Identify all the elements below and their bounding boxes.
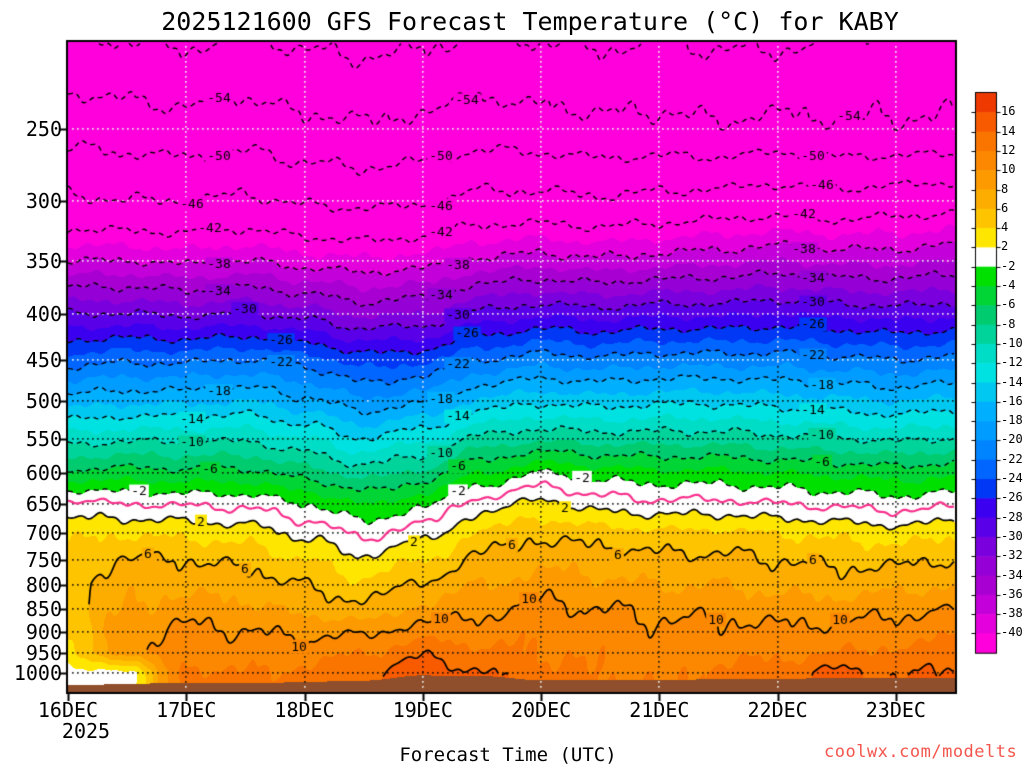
pressure-tick-label: 550 xyxy=(25,426,62,451)
date-tick-label: 16DEC xyxy=(37,698,99,722)
colorbar-tick-label: -20 xyxy=(1001,432,1023,447)
date-tick-label: 17DEC xyxy=(156,698,217,722)
date-tick-label: 23DEC xyxy=(865,698,926,722)
colorbar-tick-label: 2 xyxy=(1001,239,1009,254)
year-label: 2025 xyxy=(61,719,111,743)
colorbar-tick-label: -32 xyxy=(1001,548,1023,563)
pressure-tick-label: 850 xyxy=(25,597,62,622)
date-tick-label: 19DEC xyxy=(392,698,453,722)
chart-title: 2025121600 GFS Forecast Temperature (°C)… xyxy=(161,7,899,36)
pressure-tick-label: 750 xyxy=(25,548,62,573)
colorbar-tick-label: 12 xyxy=(1001,142,1016,157)
colorbar-tick-label: -26 xyxy=(1001,490,1023,505)
colorbar-tick-label: -24 xyxy=(1001,471,1023,485)
colorbar-tick-label: -30 xyxy=(1001,528,1023,543)
pressure-tick-label: 350 xyxy=(25,249,62,274)
pressure-tick-label: 800 xyxy=(25,573,62,598)
colorbar-tick-label: -8 xyxy=(1001,316,1016,331)
pressure-tick-label: 300 xyxy=(25,188,62,213)
colorbar-tick-label: 6 xyxy=(1001,200,1009,215)
pressure-tick-label: 950 xyxy=(25,640,62,665)
pressure-tick-label: 250 xyxy=(25,117,62,142)
pressure-tick-label: 700 xyxy=(25,521,62,546)
x-axis-title: Forecast Time (UTC) xyxy=(399,744,617,766)
date-tick-label: 18DEC xyxy=(274,698,335,722)
pressure-tick-label: 650 xyxy=(25,492,62,516)
colorbar-tick-label: -2 xyxy=(1001,258,1016,273)
colorbar-tick-label: -18 xyxy=(1001,413,1023,428)
colorbar-tick-label: 10 xyxy=(1001,162,1016,177)
colorbar-tick-label: -40 xyxy=(1001,625,1023,640)
date-tick-label: 20DEC xyxy=(510,698,572,722)
date-tick-label: 22DEC xyxy=(747,698,808,722)
colorbar-tick-label: -14 xyxy=(1001,374,1023,389)
colorbar-tick-label: -12 xyxy=(1001,355,1023,370)
pressure-tick-label: 1000 xyxy=(13,660,62,685)
colorbar-tick-label: -38 xyxy=(1001,606,1023,621)
colorbar-tick-label: -10 xyxy=(1001,335,1023,350)
colorbar-tick-label: -4 xyxy=(1001,278,1016,292)
colorbar-tick-label: -36 xyxy=(1001,586,1023,601)
colorbar-tick-label: -28 xyxy=(1001,509,1023,524)
colorbar-tick-label: 4 xyxy=(1001,220,1009,235)
date-tick-label: 21DEC xyxy=(629,698,690,722)
colorbar-tick-label: 8 xyxy=(1001,181,1009,196)
pressure-tick-label: 900 xyxy=(25,619,62,644)
pressure-tick-label: 600 xyxy=(25,460,62,485)
pressure-tick-label: 400 xyxy=(25,301,62,326)
pressure-tick-label: 450 xyxy=(25,347,62,372)
pressure-tick-label: 500 xyxy=(25,389,62,414)
watermark-link[interactable]: coolwx.com/modelts xyxy=(824,742,1018,762)
colorbar-tick-label: -22 xyxy=(1001,451,1023,466)
colorbar-tick-label: -34 xyxy=(1001,567,1023,582)
colorbar-tick-label: -16 xyxy=(1001,393,1023,408)
colorbar-tick-label: 16 xyxy=(1001,104,1016,119)
colorbar-tick-label: -6 xyxy=(1001,297,1016,312)
colorbar-tick-label: 14 xyxy=(1001,123,1016,138)
